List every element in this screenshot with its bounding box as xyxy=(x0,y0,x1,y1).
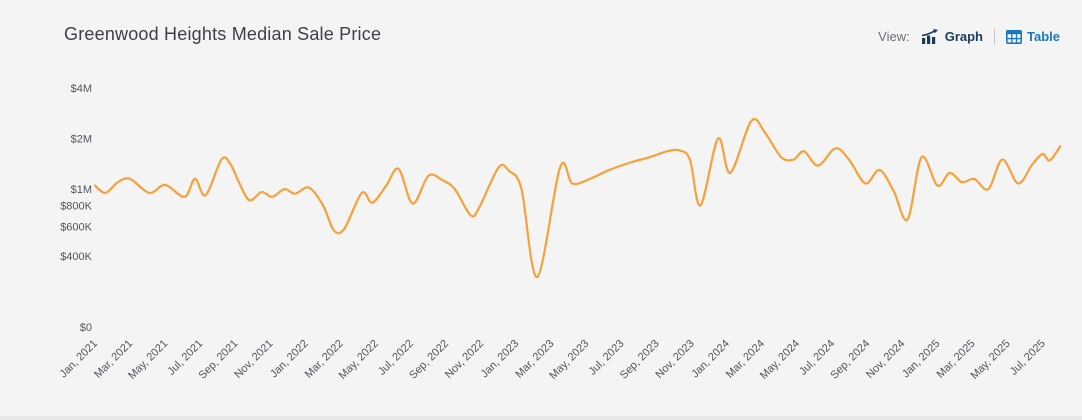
y-axis-tick: $4M xyxy=(71,83,92,95)
view-label: View: xyxy=(878,29,910,44)
x-axis-tick: Nov, 2021 xyxy=(232,338,275,381)
table-icon xyxy=(1006,29,1022,44)
x-axis-tick: Nov, 2024 xyxy=(864,338,907,381)
table-view-button[interactable]: Table xyxy=(1006,29,1060,44)
x-axis-tick: Nov, 2023 xyxy=(653,338,696,381)
x-axis-tick: Nov, 2022 xyxy=(443,338,486,381)
bar-chart-icon xyxy=(921,29,940,44)
y-axis-tick: $1M xyxy=(71,184,92,196)
y-axis-tick: $2M xyxy=(71,134,92,146)
view-toggle: View: Graph Table xyxy=(878,28,1060,45)
graph-view-label: Graph xyxy=(944,29,983,44)
y-axis-tick: $600K xyxy=(60,221,92,233)
y-axis-tick: $800K xyxy=(60,200,92,212)
median-price-line xyxy=(93,118,1062,279)
graph-view-button[interactable]: Graph xyxy=(921,29,983,44)
view-toggle-divider xyxy=(994,28,995,45)
table-view-label: Table xyxy=(1027,29,1060,44)
y-axis-tick: $0 xyxy=(80,322,92,334)
chart-title: Greenwood Heights Median Sale Price xyxy=(64,24,382,44)
x-axis-tick: Jul, 2025 xyxy=(1008,338,1048,378)
y-axis-tick: $400K xyxy=(60,251,92,263)
